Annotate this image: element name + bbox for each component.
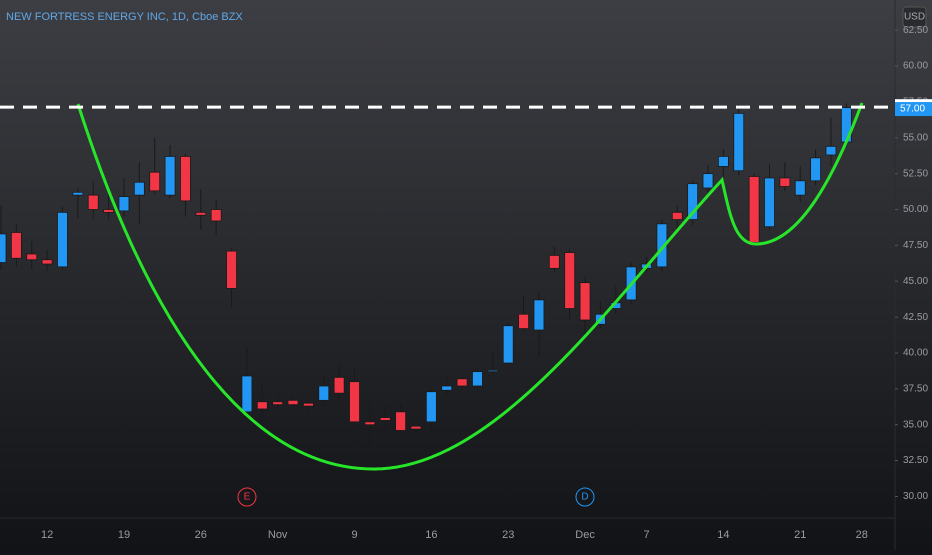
candle-body <box>671 211 683 220</box>
y-tick-label: 30.00 <box>903 491 928 502</box>
x-tick-label: 14 <box>717 529 729 541</box>
y-tick-label: 52.50 <box>903 168 928 179</box>
candle-body <box>533 299 545 331</box>
candle-body <box>441 385 453 391</box>
y-tick-label: 32.50 <box>903 455 928 466</box>
y-tick-label: 37.50 <box>903 383 928 394</box>
x-tick-label: 19 <box>118 529 130 541</box>
event-marker <box>237 487 257 507</box>
x-tick-label: 21 <box>794 529 806 541</box>
candle-body <box>226 250 237 289</box>
candle-body <box>41 259 53 265</box>
x-tick-label: 26 <box>195 529 207 541</box>
candle-body <box>87 194 99 210</box>
candles <box>0 103 852 448</box>
last-price-box <box>895 102 932 117</box>
candle-body <box>502 325 514 364</box>
candle-body <box>548 255 560 269</box>
y-tick-label: 47.50 <box>903 240 928 251</box>
candle-body <box>318 385 330 401</box>
y-tick-label: 35.00 <box>903 419 928 430</box>
candle-body <box>410 425 422 430</box>
x-tick-label: 23 <box>502 529 514 541</box>
y-tick-label: 45.00 <box>903 276 928 287</box>
currency-button[interactable] <box>902 6 927 28</box>
candle-body <box>10 232 22 259</box>
candle-body <box>349 381 360 423</box>
candle-body <box>810 157 822 182</box>
candle-body <box>687 183 699 220</box>
y-tick-label: 55.00 <box>903 132 928 143</box>
x-tick-label: Dec <box>575 529 595 541</box>
candle-body <box>364 421 376 426</box>
candle-body <box>825 145 837 156</box>
candle-body <box>241 375 253 413</box>
candle-body <box>195 211 207 216</box>
candle-body <box>717 156 729 167</box>
y-tick-label: 62.50 <box>903 25 928 36</box>
candle-body <box>57 211 68 268</box>
x-tick-label: Nov <box>268 529 288 541</box>
candle-body <box>26 253 38 261</box>
candle-body <box>518 313 529 329</box>
candle-body <box>164 156 176 196</box>
y-tick-label: 60.00 <box>903 61 928 72</box>
candle-body <box>133 181 145 196</box>
candle-body <box>794 180 806 196</box>
chart-title: NEW FORTRESS ENERGY INC, 1D, Cboe BZX <box>6 11 243 23</box>
x-tick-label: 16 <box>425 529 437 541</box>
candle-body <box>456 378 468 387</box>
candle-body <box>733 112 745 172</box>
candle-body <box>287 399 299 406</box>
cup-and-handle-drawing <box>76 102 864 471</box>
candle-body <box>149 171 161 192</box>
x-tick-label: 7 <box>643 529 649 541</box>
candle-body <box>564 252 576 309</box>
x-tick-label: 9 <box>351 529 357 541</box>
candle-body <box>779 177 791 187</box>
candle-body <box>72 191 84 196</box>
candle-body <box>395 411 407 431</box>
event-label: D <box>581 492 588 503</box>
candle-body <box>425 391 437 423</box>
event-label: E <box>244 492 251 503</box>
candle-body <box>272 401 284 406</box>
candle-body <box>656 223 668 268</box>
candle-body <box>487 369 499 373</box>
candle-body <box>302 402 314 407</box>
candle-body <box>103 209 114 213</box>
y-tick-label: 50.00 <box>903 204 928 215</box>
candle-body <box>210 209 222 222</box>
candle-body <box>764 177 775 228</box>
candle-body <box>0 233 7 263</box>
y-tick-label: 42.50 <box>903 312 928 323</box>
event-marker <box>575 487 595 507</box>
candle-body <box>748 176 760 243</box>
candle-body <box>333 376 345 394</box>
x-tick-label: 28 <box>856 529 868 541</box>
candle-body <box>702 173 714 189</box>
candle-body <box>118 196 130 212</box>
currency-label: USD <box>904 12 925 23</box>
candle-body <box>579 282 591 321</box>
candle-body <box>180 156 191 202</box>
candle-body <box>379 417 391 421</box>
candle-body <box>256 401 268 410</box>
y-tick-label: 40.00 <box>903 348 928 359</box>
candle-body <box>472 371 483 387</box>
last-price-label: 57.00 <box>900 104 925 115</box>
x-tick-label: 12 <box>41 529 53 541</box>
